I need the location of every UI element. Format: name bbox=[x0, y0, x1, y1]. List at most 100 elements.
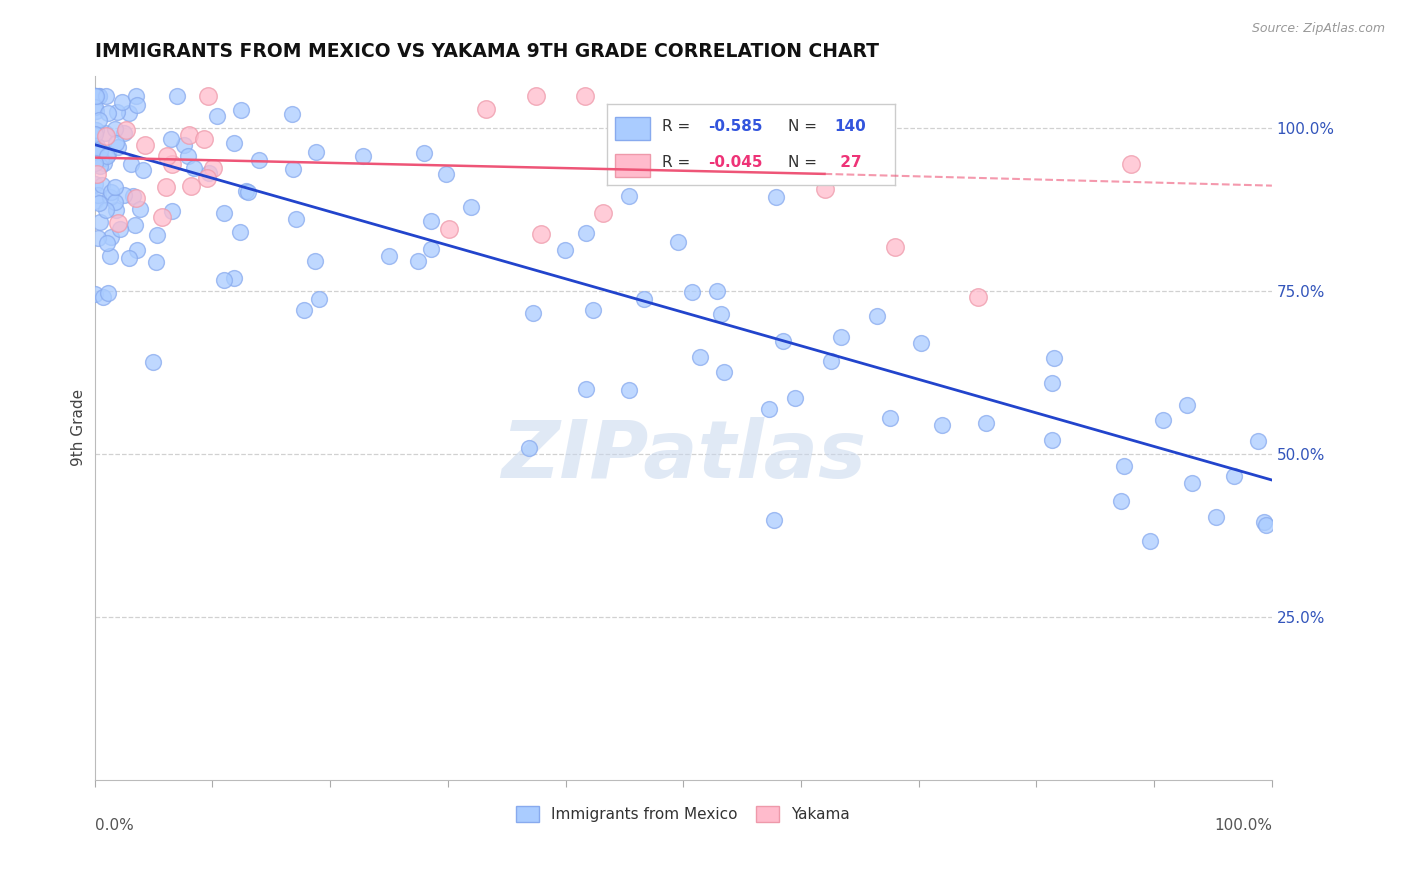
Point bbox=[524, 88, 547, 103]
Point bbox=[89, 144, 111, 158]
Point bbox=[198, 165, 221, 179]
Point bbox=[1040, 376, 1063, 391]
Point bbox=[160, 157, 183, 171]
Point bbox=[100, 185, 122, 199]
Point bbox=[125, 191, 148, 205]
Point bbox=[420, 242, 443, 256]
Point bbox=[83, 88, 105, 103]
Point bbox=[117, 252, 139, 266]
Point bbox=[522, 306, 544, 320]
Point bbox=[1042, 351, 1064, 366]
Point bbox=[105, 202, 128, 217]
Point bbox=[1040, 434, 1063, 448]
Point bbox=[125, 98, 148, 112]
Point bbox=[1152, 413, 1174, 427]
Point bbox=[84, 123, 107, 137]
Point bbox=[98, 190, 121, 204]
Point bbox=[156, 149, 179, 163]
Point bbox=[1254, 518, 1277, 533]
Point bbox=[765, 189, 787, 203]
Point bbox=[84, 100, 107, 114]
Point bbox=[145, 228, 167, 243]
Point bbox=[281, 107, 304, 121]
Point bbox=[931, 418, 953, 433]
Point bbox=[1253, 515, 1275, 529]
Point bbox=[83, 151, 105, 165]
Point bbox=[758, 402, 780, 417]
Point bbox=[97, 146, 120, 161]
Point bbox=[1109, 494, 1132, 508]
Point bbox=[166, 88, 188, 103]
Point bbox=[305, 145, 328, 160]
Point bbox=[283, 162, 305, 177]
Point bbox=[89, 153, 111, 167]
Point bbox=[689, 350, 711, 364]
Point bbox=[83, 88, 105, 103]
Point bbox=[1139, 533, 1161, 548]
Point bbox=[83, 88, 105, 103]
Y-axis label: 9th Grade: 9th Grade bbox=[72, 389, 86, 467]
Point bbox=[111, 95, 134, 109]
Point bbox=[193, 132, 215, 146]
Point bbox=[666, 235, 689, 249]
Point bbox=[104, 194, 127, 209]
Point bbox=[89, 214, 111, 228]
Point bbox=[160, 204, 183, 219]
Point bbox=[84, 145, 107, 159]
Point bbox=[173, 137, 195, 152]
Point bbox=[762, 513, 785, 527]
Point bbox=[89, 159, 111, 173]
Point bbox=[820, 354, 842, 368]
Text: IMMIGRANTS FROM MEXICO VS YAKAMA 9TH GRADE CORRELATION CHART: IMMIGRANTS FROM MEXICO VS YAKAMA 9TH GRA… bbox=[94, 42, 879, 61]
Point bbox=[1246, 434, 1268, 449]
Point bbox=[633, 292, 655, 306]
Point bbox=[581, 303, 603, 318]
Point bbox=[205, 109, 228, 123]
Point bbox=[229, 103, 252, 117]
Point bbox=[122, 188, 145, 202]
Point bbox=[160, 132, 183, 146]
Point bbox=[118, 106, 141, 120]
Point bbox=[83, 141, 105, 155]
Point bbox=[617, 383, 640, 397]
Point bbox=[104, 136, 127, 150]
Point bbox=[575, 382, 598, 396]
Point bbox=[128, 202, 150, 216]
Point bbox=[377, 249, 399, 263]
Point bbox=[131, 162, 153, 177]
Point bbox=[710, 307, 733, 321]
Point bbox=[96, 129, 118, 144]
Point bbox=[285, 212, 308, 227]
Point bbox=[107, 139, 129, 153]
Point bbox=[87, 188, 110, 202]
Point bbox=[180, 178, 202, 193]
Point bbox=[554, 244, 576, 258]
Point bbox=[83, 286, 105, 301]
Point bbox=[86, 139, 108, 153]
Point bbox=[108, 222, 131, 236]
Point bbox=[460, 200, 482, 214]
Point bbox=[439, 221, 461, 235]
Point bbox=[866, 310, 889, 324]
Point bbox=[201, 161, 224, 175]
Point bbox=[475, 102, 498, 116]
Point bbox=[84, 88, 107, 103]
Point bbox=[112, 126, 135, 140]
Point bbox=[830, 330, 852, 344]
Point bbox=[91, 290, 114, 304]
Point bbox=[142, 355, 165, 369]
Point bbox=[89, 88, 111, 103]
Point bbox=[145, 254, 167, 268]
Point bbox=[617, 189, 640, 203]
Point bbox=[97, 285, 120, 300]
Point bbox=[91, 178, 114, 193]
Point bbox=[94, 126, 117, 140]
Point bbox=[731, 153, 754, 167]
Legend: Immigrants from Mexico, Yakama: Immigrants from Mexico, Yakama bbox=[510, 800, 856, 829]
Point bbox=[713, 365, 735, 379]
Point bbox=[879, 411, 901, 425]
Point bbox=[884, 240, 907, 254]
Point bbox=[120, 157, 142, 171]
Point bbox=[308, 292, 330, 306]
Point bbox=[112, 188, 135, 202]
